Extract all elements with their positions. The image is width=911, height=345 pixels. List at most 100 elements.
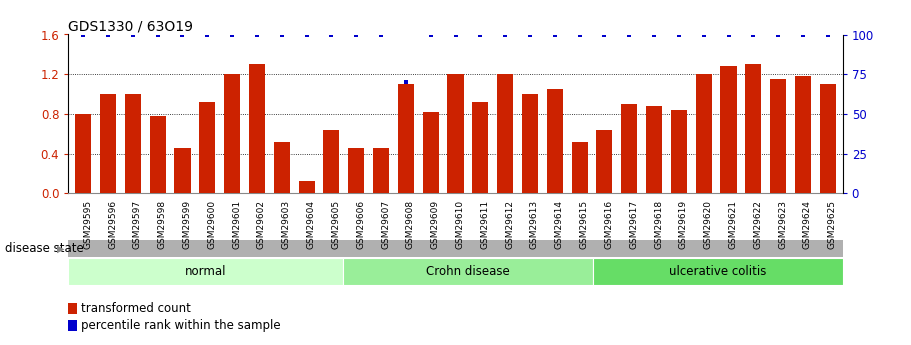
Text: GSM29611: GSM29611 xyxy=(480,200,489,249)
Bar xyxy=(497,74,513,193)
Text: GSM29620: GSM29620 xyxy=(703,200,712,249)
Text: Crohn disease: Crohn disease xyxy=(426,265,510,278)
Bar xyxy=(795,76,811,193)
Point xyxy=(622,32,637,37)
Text: GSM29616: GSM29616 xyxy=(604,200,613,249)
Point xyxy=(746,32,761,37)
Text: GSM29598: GSM29598 xyxy=(158,200,167,249)
Text: GSM29608: GSM29608 xyxy=(406,200,415,249)
Bar xyxy=(75,114,91,193)
Bar xyxy=(299,181,314,193)
Bar xyxy=(593,258,843,285)
Text: GSM29606: GSM29606 xyxy=(356,200,365,249)
Bar xyxy=(670,110,687,193)
Text: GSM29613: GSM29613 xyxy=(530,200,539,249)
Bar xyxy=(472,102,488,193)
Point xyxy=(448,32,463,37)
Bar xyxy=(770,79,786,193)
Point xyxy=(548,32,562,37)
Point xyxy=(497,32,512,37)
Text: ulcerative colitis: ulcerative colitis xyxy=(669,265,766,278)
Point xyxy=(473,32,487,37)
Text: GSM29607: GSM29607 xyxy=(381,200,390,249)
Text: GSM29597: GSM29597 xyxy=(133,200,142,249)
Point xyxy=(374,32,388,37)
Text: GSM29623: GSM29623 xyxy=(778,200,787,249)
Bar xyxy=(522,94,538,193)
Bar xyxy=(571,141,588,193)
Text: GSM29600: GSM29600 xyxy=(208,200,216,249)
Bar xyxy=(820,84,836,193)
Bar xyxy=(597,130,612,193)
Point xyxy=(349,32,363,37)
Point xyxy=(671,32,686,37)
Bar xyxy=(68,258,343,285)
Point xyxy=(771,32,785,37)
Text: GSM29599: GSM29599 xyxy=(182,200,191,249)
Bar xyxy=(547,89,563,193)
Text: GDS1330 / 63O19: GDS1330 / 63O19 xyxy=(68,19,193,33)
Bar xyxy=(398,84,414,193)
Point xyxy=(225,32,240,37)
Bar xyxy=(343,258,593,285)
Point xyxy=(523,32,537,37)
Bar xyxy=(273,141,290,193)
Text: GSM29619: GSM29619 xyxy=(679,200,688,249)
Bar xyxy=(621,104,638,193)
Bar xyxy=(696,74,711,193)
Text: GSM29614: GSM29614 xyxy=(555,200,564,249)
Bar xyxy=(200,102,215,193)
Point xyxy=(300,32,314,37)
Text: GSM29602: GSM29602 xyxy=(257,200,266,249)
Text: GSM29609: GSM29609 xyxy=(431,200,440,249)
Text: normal: normal xyxy=(185,265,227,278)
Bar xyxy=(125,94,141,193)
Point xyxy=(696,32,711,37)
Text: ▶: ▶ xyxy=(57,244,65,254)
Bar xyxy=(348,148,364,193)
Text: GSM29610: GSM29610 xyxy=(456,200,465,249)
Bar xyxy=(745,64,762,193)
Point xyxy=(126,32,140,37)
Point xyxy=(572,32,587,37)
Bar xyxy=(149,116,166,193)
Text: GSM29604: GSM29604 xyxy=(307,200,315,249)
Bar xyxy=(447,74,464,193)
Text: GSM29625: GSM29625 xyxy=(828,200,837,249)
Text: GSM29596: GSM29596 xyxy=(108,200,117,249)
Bar xyxy=(249,64,265,193)
Text: GSM29617: GSM29617 xyxy=(630,200,639,249)
Bar xyxy=(373,148,389,193)
Point xyxy=(200,32,215,37)
Text: transformed count: transformed count xyxy=(81,302,191,315)
Text: GSM29618: GSM29618 xyxy=(654,200,663,249)
Point xyxy=(101,32,116,37)
Bar xyxy=(721,66,737,193)
Text: GSM29603: GSM29603 xyxy=(281,200,291,249)
Point xyxy=(274,32,289,37)
Point xyxy=(150,32,165,37)
Bar xyxy=(423,112,439,193)
Text: disease state: disease state xyxy=(5,242,83,255)
Point xyxy=(722,32,736,37)
Point xyxy=(250,32,264,37)
Point xyxy=(647,32,661,37)
Text: GSM29624: GSM29624 xyxy=(803,200,812,249)
Text: GSM29601: GSM29601 xyxy=(232,200,241,249)
Point xyxy=(821,32,835,37)
Point xyxy=(597,32,611,37)
Text: GSM29621: GSM29621 xyxy=(729,200,738,249)
Text: GSM29612: GSM29612 xyxy=(505,200,514,249)
Bar xyxy=(224,74,241,193)
Text: GSM29622: GSM29622 xyxy=(753,200,763,249)
Bar xyxy=(100,94,116,193)
Point xyxy=(76,32,90,37)
Bar xyxy=(646,106,662,193)
Text: GSM29605: GSM29605 xyxy=(332,200,341,249)
Text: GSM29615: GSM29615 xyxy=(579,200,589,249)
Bar xyxy=(174,148,190,193)
Point xyxy=(795,32,810,37)
Point xyxy=(175,32,189,37)
Point xyxy=(399,79,414,85)
Bar xyxy=(323,130,340,193)
